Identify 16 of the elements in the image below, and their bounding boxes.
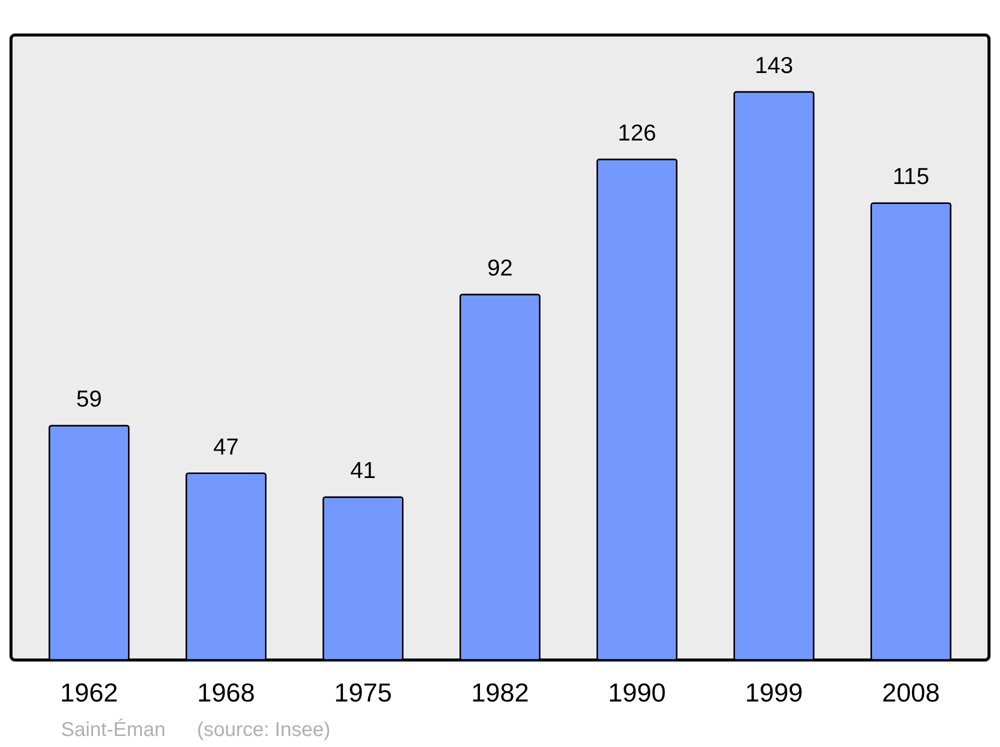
text: Saint-Éman	[61, 718, 166, 741]
data-label: 92	[487, 254, 513, 280]
x-tick-label: 1962	[60, 678, 118, 708]
data-label: 143	[754, 52, 794, 78]
x-tick-label: 1999	[745, 678, 803, 708]
x-tick-label: 1990	[608, 678, 666, 708]
data-label: 115	[892, 163, 930, 190]
data-label: 47	[213, 433, 239, 460]
data-label: 59	[76, 386, 102, 412]
data-label: 126	[618, 119, 656, 146]
data-label: 41	[350, 457, 376, 484]
x-tick-label: 1982	[471, 678, 529, 708]
x-tick-label: 1975	[334, 678, 392, 708]
x-tick-label: 2008	[882, 678, 940, 708]
x-tick-label: 1968	[197, 678, 255, 708]
text: (source: Insee)	[197, 719, 330, 741]
